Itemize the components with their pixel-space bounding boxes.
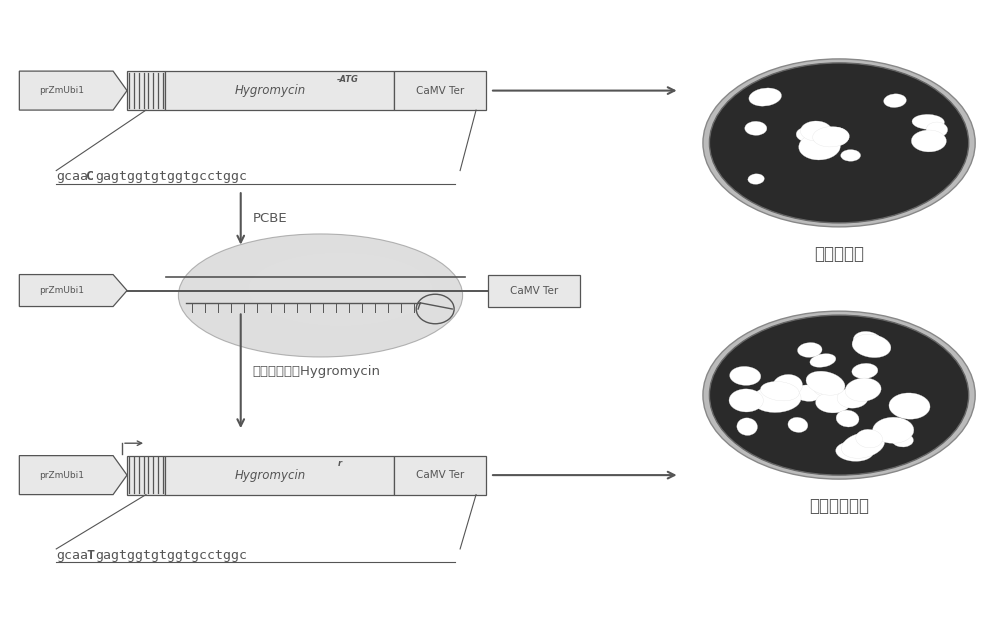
Text: 产生有功能的Hygromycin: 产生有功能的Hygromycin: [253, 365, 381, 378]
Ellipse shape: [703, 59, 975, 227]
Ellipse shape: [926, 122, 948, 137]
Bar: [394, 71, 486, 110]
Text: C: C: [86, 170, 94, 183]
Ellipse shape: [760, 381, 799, 401]
Text: -ATG: -ATG: [337, 75, 359, 83]
Ellipse shape: [773, 375, 802, 397]
Ellipse shape: [912, 114, 944, 129]
Bar: [127, 71, 165, 110]
Text: 获得抗性愈伤: 获得抗性愈伤: [809, 497, 869, 515]
Text: gcaa: gcaa: [56, 170, 88, 183]
Ellipse shape: [841, 432, 885, 459]
Ellipse shape: [810, 353, 836, 367]
Text: gagtggtgtggtgcctggc: gagtggtgtggtgcctggc: [95, 170, 247, 183]
Ellipse shape: [873, 417, 914, 443]
Ellipse shape: [841, 150, 861, 161]
Ellipse shape: [892, 433, 913, 447]
Ellipse shape: [884, 94, 906, 108]
Ellipse shape: [806, 371, 845, 395]
Text: CaMV Ter: CaMV Ter: [510, 286, 558, 295]
Ellipse shape: [853, 331, 883, 352]
Ellipse shape: [709, 315, 969, 475]
Bar: [165, 455, 394, 494]
Ellipse shape: [813, 384, 837, 397]
Text: Hygromycin: Hygromycin: [235, 468, 306, 481]
Text: CaMV Ter: CaMV Ter: [416, 470, 464, 480]
Ellipse shape: [813, 143, 836, 157]
Ellipse shape: [703, 311, 975, 479]
Text: Hygromycin: Hygromycin: [235, 84, 306, 97]
Ellipse shape: [729, 389, 763, 412]
Bar: [394, 455, 486, 494]
Text: prZmUbi1: prZmUbi1: [39, 471, 84, 480]
Ellipse shape: [775, 391, 795, 408]
Text: 无抗性愈伤: 无抗性愈伤: [814, 245, 864, 263]
Text: r: r: [337, 459, 341, 468]
Ellipse shape: [709, 63, 969, 223]
Ellipse shape: [836, 410, 859, 427]
Ellipse shape: [800, 121, 832, 141]
Ellipse shape: [798, 342, 822, 357]
Ellipse shape: [745, 121, 767, 135]
Text: T: T: [86, 549, 94, 562]
Ellipse shape: [752, 386, 801, 412]
Ellipse shape: [856, 430, 882, 448]
Ellipse shape: [813, 127, 849, 147]
Ellipse shape: [799, 133, 840, 160]
Ellipse shape: [852, 334, 891, 358]
FancyArrow shape: [19, 71, 127, 110]
Ellipse shape: [749, 88, 782, 106]
Text: gagtggtgtggtgcctggc: gagtggtgtggtgcctggc: [95, 549, 247, 562]
FancyArrow shape: [19, 455, 127, 494]
Ellipse shape: [730, 366, 761, 386]
Ellipse shape: [796, 127, 824, 143]
Bar: [127, 455, 165, 494]
Bar: [488, 274, 580, 307]
Ellipse shape: [837, 387, 868, 408]
Ellipse shape: [748, 174, 764, 184]
Ellipse shape: [852, 363, 878, 379]
Text: PCBE: PCBE: [253, 213, 287, 226]
Ellipse shape: [911, 130, 946, 152]
Ellipse shape: [816, 392, 851, 413]
Ellipse shape: [737, 418, 757, 436]
Ellipse shape: [178, 234, 463, 357]
Ellipse shape: [845, 378, 881, 401]
Ellipse shape: [248, 252, 433, 326]
Ellipse shape: [889, 393, 930, 419]
Text: prZmUbi1: prZmUbi1: [39, 86, 84, 95]
Ellipse shape: [788, 417, 808, 433]
Text: CaMV Ter: CaMV Ter: [416, 86, 464, 96]
Ellipse shape: [836, 441, 874, 461]
Text: gcaa: gcaa: [56, 549, 88, 562]
FancyArrow shape: [19, 274, 127, 307]
Bar: [165, 71, 394, 110]
Ellipse shape: [822, 127, 849, 146]
Ellipse shape: [795, 385, 822, 401]
Text: prZmUbi1: prZmUbi1: [39, 286, 84, 295]
